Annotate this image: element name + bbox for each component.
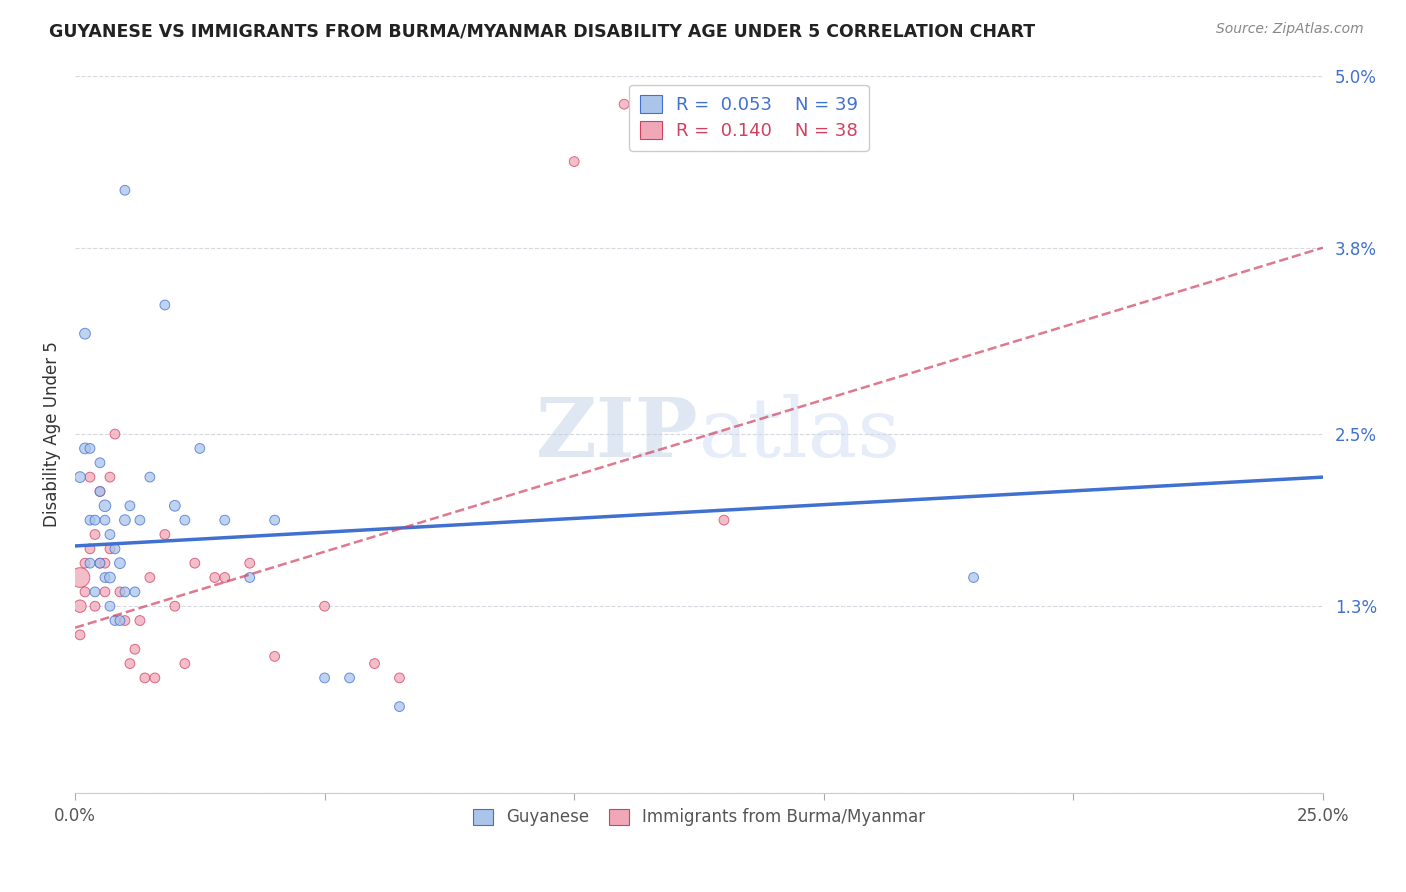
Point xyxy=(69,628,91,642)
Point xyxy=(79,556,101,570)
Point xyxy=(108,585,131,599)
Point xyxy=(94,585,117,599)
Point xyxy=(89,556,111,570)
Point xyxy=(173,657,195,671)
Point xyxy=(263,513,285,527)
Point xyxy=(114,513,136,527)
Point xyxy=(562,154,585,169)
Point xyxy=(173,513,195,527)
Point xyxy=(314,671,336,685)
Point xyxy=(153,527,176,541)
Point xyxy=(89,484,111,499)
Point xyxy=(143,671,166,685)
Point xyxy=(163,499,186,513)
Point xyxy=(163,599,186,614)
Point xyxy=(89,456,111,470)
Y-axis label: Disability Age Under 5: Disability Age Under 5 xyxy=(44,341,60,527)
Point xyxy=(114,585,136,599)
Point xyxy=(94,499,117,513)
Point xyxy=(94,513,117,527)
Point xyxy=(214,513,236,527)
Point xyxy=(73,585,96,599)
Point xyxy=(98,527,121,541)
Text: Source: ZipAtlas.com: Source: ZipAtlas.com xyxy=(1216,22,1364,37)
Point xyxy=(188,442,211,456)
Point xyxy=(69,570,91,584)
Point xyxy=(239,556,262,570)
Point xyxy=(84,585,107,599)
Point xyxy=(69,599,91,614)
Point xyxy=(153,298,176,312)
Point xyxy=(204,570,226,584)
Point xyxy=(263,649,285,664)
Point xyxy=(962,570,984,584)
Point xyxy=(129,614,152,628)
Text: atlas: atlas xyxy=(699,394,901,474)
Point xyxy=(108,556,131,570)
Point xyxy=(104,427,127,442)
Point xyxy=(98,599,121,614)
Point xyxy=(613,97,636,112)
Point xyxy=(94,556,117,570)
Point xyxy=(118,657,141,671)
Point xyxy=(114,183,136,197)
Point xyxy=(139,470,162,484)
Point xyxy=(98,470,121,484)
Point xyxy=(114,614,136,628)
Point xyxy=(214,570,236,584)
Point xyxy=(713,513,735,527)
Point xyxy=(98,541,121,556)
Point xyxy=(124,585,146,599)
Text: GUYANESE VS IMMIGRANTS FROM BURMA/MYANMAR DISABILITY AGE UNDER 5 CORRELATION CHA: GUYANESE VS IMMIGRANTS FROM BURMA/MYANMA… xyxy=(49,22,1035,40)
Point xyxy=(73,326,96,341)
Point xyxy=(314,599,336,614)
Point xyxy=(79,470,101,484)
Point xyxy=(184,556,207,570)
Point xyxy=(388,699,411,714)
Point xyxy=(69,470,91,484)
Point xyxy=(94,570,117,584)
Point xyxy=(79,541,101,556)
Point xyxy=(108,614,131,628)
Point xyxy=(124,642,146,657)
Point xyxy=(89,484,111,499)
Point xyxy=(104,614,127,628)
Point xyxy=(84,527,107,541)
Point xyxy=(79,442,101,456)
Point xyxy=(239,570,262,584)
Point xyxy=(89,556,111,570)
Point xyxy=(118,499,141,513)
Point xyxy=(73,556,96,570)
Point xyxy=(98,570,121,584)
Point xyxy=(73,442,96,456)
Point xyxy=(339,671,361,685)
Point xyxy=(134,671,156,685)
Text: ZIP: ZIP xyxy=(536,394,699,474)
Point xyxy=(84,599,107,614)
Point xyxy=(79,513,101,527)
Point xyxy=(388,671,411,685)
Legend: Guyanese, Immigrants from Burma/Myanmar: Guyanese, Immigrants from Burma/Myanmar xyxy=(464,800,934,835)
Point xyxy=(84,513,107,527)
Point xyxy=(139,570,162,584)
Point xyxy=(129,513,152,527)
Point xyxy=(104,541,127,556)
Point xyxy=(363,657,385,671)
